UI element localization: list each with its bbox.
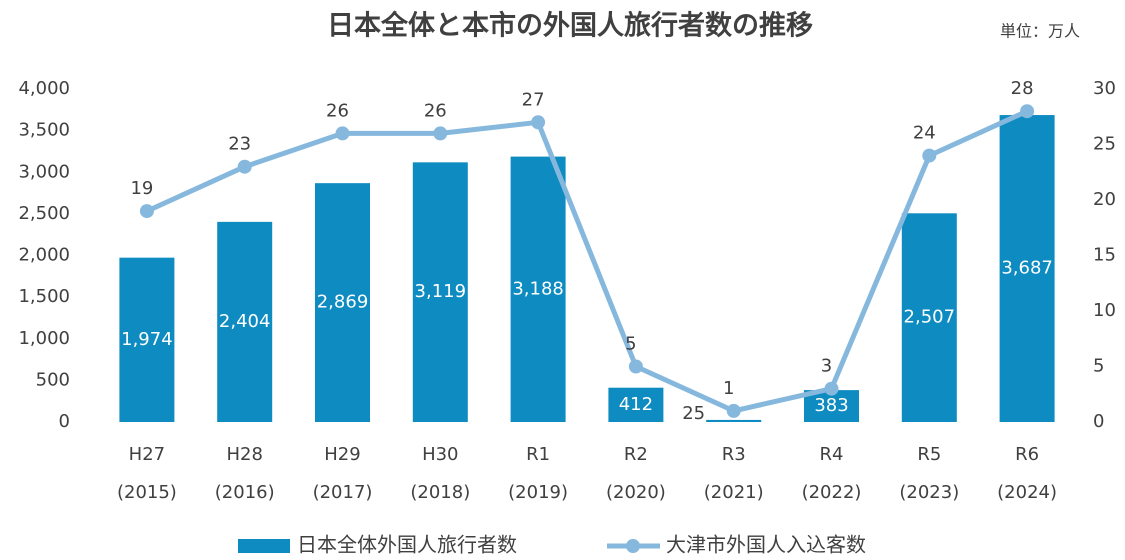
line-marker	[922, 148, 937, 163]
bar	[706, 419, 762, 422]
bar	[901, 213, 957, 422]
legend-label: 大津市外国人入込客数	[666, 533, 866, 557]
x-tick-label: (2018)	[410, 482, 470, 503]
line-value-label: 27	[522, 89, 545, 110]
x-tick-label: R6	[1015, 444, 1039, 465]
y-tick-label: 3,500	[18, 120, 70, 141]
bar-value-label: 1,974	[121, 329, 173, 350]
bar	[217, 221, 273, 422]
y-tick-label: 3,000	[18, 161, 70, 182]
bar-value-label: 25	[682, 403, 705, 424]
y-tick-label: 2,000	[18, 245, 70, 266]
line-marker	[237, 159, 252, 174]
line-value-label: 28	[1011, 78, 1034, 99]
x-tick-label: (2024)	[997, 482, 1057, 503]
bar-value-label: 2,404	[219, 311, 271, 332]
line-marker	[433, 126, 448, 141]
line-marker	[335, 126, 350, 141]
y-tick-label: 2,500	[18, 203, 70, 224]
x-tick-label: (2022)	[802, 482, 862, 503]
line	[145, 108, 1029, 414]
y2-tick-label: 30	[1093, 78, 1116, 99]
x-tick-label: (2016)	[215, 482, 275, 503]
x-tick-label: (2017)	[313, 482, 373, 503]
x-tick-label: H30	[422, 444, 458, 465]
x-tick-label: H29	[324, 444, 360, 465]
bar-value-label: 3,119	[415, 281, 467, 302]
x-tick-label: (2019)	[508, 482, 568, 503]
y-tick-label: 4,000	[18, 78, 70, 99]
bar	[412, 162, 468, 422]
y-tick-label: 1,000	[18, 328, 70, 349]
bar	[999, 115, 1055, 422]
y2-tick-label: 0	[1093, 411, 1104, 432]
y2-tick-label: 5	[1093, 356, 1104, 377]
line-value-label: 26	[326, 100, 349, 121]
bar-value-label: 3,687	[1001, 258, 1053, 279]
line-value-label: 1	[723, 378, 734, 399]
line-value-label: 3	[821, 356, 832, 377]
bar-value-label: 412	[619, 394, 653, 415]
legend-label: 日本全体外国人旅行者数	[297, 533, 517, 557]
x-tick-label: (2015)	[117, 482, 177, 503]
x-tick-label: (2020)	[606, 482, 666, 503]
bar	[119, 257, 175, 422]
x-tick-label: (2023)	[899, 482, 959, 503]
bar-value-label: 2,869	[317, 292, 369, 313]
line-marker	[628, 359, 643, 374]
line-marker	[531, 115, 546, 130]
y2-tick-label: 20	[1093, 189, 1116, 210]
line-marker	[139, 204, 154, 219]
line-marker	[824, 381, 839, 396]
x-tick-label: R5	[917, 444, 941, 465]
x-tick-label: R1	[526, 444, 550, 465]
y-tick-label: 0	[59, 411, 70, 432]
line-marker	[1020, 104, 1035, 119]
bar	[510, 156, 566, 422]
x-tick-label: R3	[722, 444, 746, 465]
x-tick-label: R4	[820, 444, 844, 465]
line-value-label: 26	[424, 100, 447, 121]
x-tick-label: H27	[129, 444, 165, 465]
x-tick-label: (2021)	[704, 482, 764, 503]
legend-swatch	[238, 539, 290, 553]
y2-tick-label: 15	[1093, 245, 1116, 266]
y2-tick-label: 25	[1093, 134, 1116, 155]
x-tick-label: H28	[226, 444, 262, 465]
line-value-label: 23	[228, 134, 251, 155]
line-value-label: 24	[913, 123, 936, 144]
y-tick-label: 1,500	[18, 286, 70, 307]
bar	[315, 183, 370, 422]
line-marker	[726, 403, 741, 418]
unit-label: 単位：万人	[1000, 22, 1080, 41]
legend-marker	[626, 539, 640, 553]
bar-value-label: 383	[814, 395, 848, 416]
y-tick-label: 500	[36, 369, 70, 390]
x-tick-label: R2	[624, 444, 648, 465]
bar	[608, 387, 664, 422]
bar-value-label: 2,507	[904, 307, 956, 328]
bar-value-label: 3,188	[512, 278, 564, 299]
line-value-label: 5	[625, 334, 636, 355]
line-value-label: 19	[130, 178, 153, 199]
chart-title: 日本全体と本市の外国人旅行者数の推移	[327, 10, 813, 42]
y2-tick-label: 10	[1093, 300, 1116, 321]
